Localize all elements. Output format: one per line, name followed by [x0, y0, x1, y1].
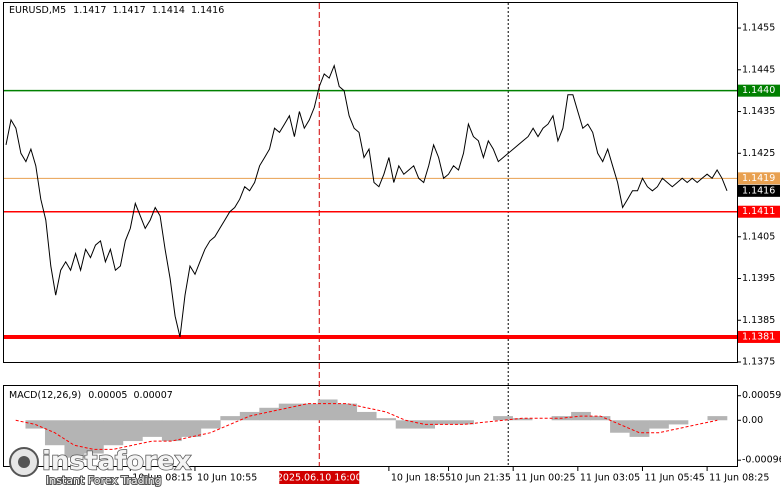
macd-name: MACD(12,26,9): [9, 390, 81, 401]
macd-value: 0.00005: [88, 390, 127, 401]
y-tick-label: 1.1375: [742, 357, 775, 368]
macd-bar: [590, 416, 611, 421]
macd-bar: [278, 403, 299, 421]
macd-bar: [629, 420, 650, 437]
last-price-box: [738, 184, 780, 197]
macd-bar: [103, 420, 124, 446]
x-tick-label: 11 Jun 00:25: [515, 473, 575, 484]
macd-bar: [142, 420, 163, 437]
y-tick-label: -0.00096: [742, 455, 781, 466]
macd-bar: [707, 416, 728, 421]
y-tick-label: 1.1435: [742, 106, 775, 117]
x-tick-label: 10 Jun 10:55: [197, 473, 257, 484]
chart-title: EURUSD,M5 1.1417 1.1417 1.1414 1.1416: [9, 5, 224, 16]
macd-bar: [64, 420, 85, 458]
macd-bar: [356, 411, 377, 421]
time-marker-label: 2025.06.10 16:00: [277, 473, 362, 484]
price-panel: [3, 2, 738, 363]
price-line: [5, 63, 728, 338]
macd-bar: [122, 420, 143, 442]
x-tick-label: 10 Jun 08:15: [132, 473, 192, 484]
y-tick-label: 1.1395: [742, 273, 775, 284]
macd-bar: [610, 420, 630, 433]
macd-bar: [434, 420, 455, 425]
signal-line: [15, 403, 718, 450]
macd-bar: [161, 420, 182, 442]
x-tick-label: 11 Jun 05:45: [644, 473, 704, 484]
marks: 1.1455 1.1445 1.1435 1.1425 1.1405 1.1395 1.13…: [4, 3, 781, 484]
macd-bar: [337, 403, 358, 421]
macd-bar: [649, 420, 669, 429]
level-label: 1.1381: [742, 331, 775, 342]
level-label-box: [738, 205, 780, 218]
y-tick-label: 1.1445: [742, 64, 775, 75]
macd-bar: [298, 403, 319, 421]
high: 1.1417: [112, 5, 145, 16]
macd-bar: [376, 418, 397, 421]
x-tick-label: 10 Jun 21:35: [451, 473, 511, 484]
level-label: 1.1411: [742, 206, 775, 217]
logo-center: [18, 456, 30, 468]
slogan: Instant Forex Trading: [46, 474, 162, 487]
watermark: instaforex Instant Forex Trading: [9, 446, 192, 488]
level-label-box: [738, 84, 780, 97]
macd-bar: [83, 420, 104, 454]
macd-bar: [317, 399, 338, 421]
macd-bar: [668, 420, 689, 425]
close: 1.1416: [191, 5, 224, 16]
open: 1.1417: [73, 5, 106, 16]
macd-bar: [200, 420, 221, 429]
x-tick-label: 11 Jun 03:05: [580, 473, 640, 484]
x-tick-label: 10 Jun 18:55: [391, 473, 451, 484]
level-label-box: [738, 172, 780, 185]
y-tick-label: 1.1425: [742, 148, 775, 159]
macd-bar: [220, 416, 241, 421]
x-tick-label: 11 Jun 08:25: [709, 473, 769, 484]
y-tick-label: 1.1405: [742, 231, 775, 242]
macd-bar: [512, 418, 533, 421]
macd-bar: [395, 420, 416, 429]
symbol: EURUSD,M5: [9, 5, 66, 16]
low: 1.1414: [152, 5, 185, 16]
last-price-label: 1.1416: [742, 185, 775, 196]
level-label: 1.1440: [742, 85, 775, 96]
brand: instaforex: [42, 447, 192, 477]
macd-bar: [493, 416, 513, 421]
y-tick-label: 0.00: [742, 415, 763, 426]
macd-bar: [181, 420, 202, 437]
time-marker-box: [279, 471, 360, 484]
y-tick-label: 1.1455: [742, 23, 775, 34]
y-tick-label: 1.1385: [742, 315, 775, 326]
macd-bar: [259, 407, 280, 421]
y-tick-label: 0.00059: [742, 390, 781, 401]
macd-panel: [3, 385, 738, 467]
level-label: 1.1419: [742, 173, 775, 184]
macd-bar: [454, 420, 474, 425]
macd-title: MACD(12,26,9) 0.00005 0.00007: [9, 390, 173, 401]
signal-value: 0.00007: [134, 390, 173, 401]
level-label-box: [738, 330, 780, 343]
